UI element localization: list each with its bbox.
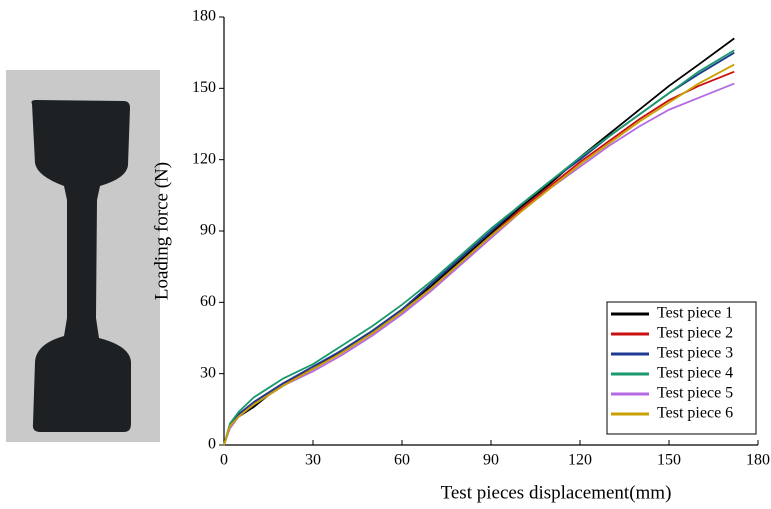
x-tick-label: 120 [568, 452, 592, 469]
x-tick-label: 30 [305, 452, 321, 469]
legend-label: Test piece 6 [657, 405, 733, 422]
legend-label: Test piece 3 [657, 345, 733, 362]
x-axis-label: Test pieces displacement(mm) [441, 482, 672, 503]
y-axis-label: Loading force (N) [151, 162, 172, 300]
data-line [223, 37, 735, 446]
x-tick-label: 90 [483, 452, 499, 469]
legend-label: Test piece 2 [657, 325, 733, 342]
y-tick-label: 120 [192, 150, 216, 167]
y-tick-label: 30 [200, 364, 216, 381]
legend-box [606, 301, 757, 435]
data-line [223, 49, 735, 446]
legend-label: Test piece 1 [657, 305, 733, 322]
y-tick-label: 150 [192, 79, 216, 96]
data-line [223, 63, 735, 446]
y-tick-label: 90 [200, 222, 216, 239]
x-tick-label: 60 [394, 452, 410, 469]
x-tick-label: 0 [220, 452, 228, 469]
x-tick-label: 150 [657, 452, 681, 469]
specimen-photo [6, 70, 160, 442]
x-tick-label: 180 [746, 452, 770, 469]
y-tick-label: 60 [200, 293, 216, 310]
y-tick-label: 0 [208, 436, 216, 453]
specimen [31, 100, 131, 432]
legend-label: Test piece 4 [657, 365, 733, 382]
legend-label: Test piece 5 [657, 385, 733, 402]
y-tick-label: 180 [192, 8, 216, 25]
